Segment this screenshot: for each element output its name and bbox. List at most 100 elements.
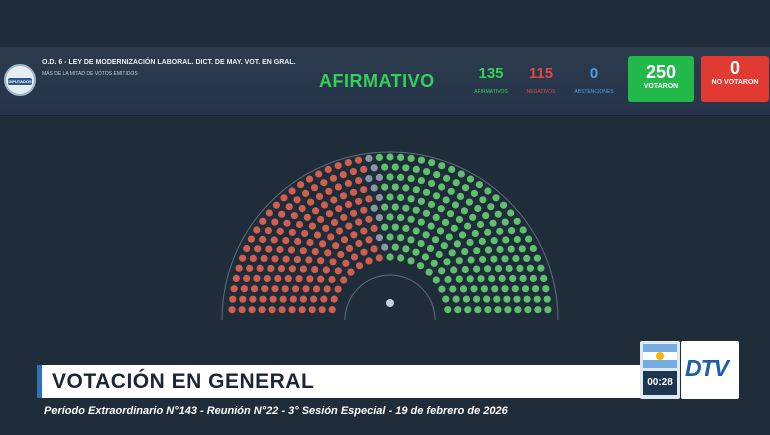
seat — [484, 265, 492, 273]
seat — [521, 285, 530, 293]
seat — [432, 276, 440, 284]
seat — [365, 257, 373, 265]
seat — [417, 239, 425, 248]
seat — [386, 233, 394, 241]
seat — [293, 196, 301, 204]
seat — [478, 237, 486, 245]
seat — [386, 173, 394, 181]
seat — [355, 239, 363, 248]
seat — [360, 248, 368, 256]
seat — [494, 210, 502, 218]
seat — [365, 195, 373, 203]
seat — [430, 259, 438, 267]
seat — [386, 213, 394, 221]
seat — [375, 214, 383, 222]
seat — [484, 246, 493, 254]
seat — [501, 255, 509, 263]
seat — [292, 285, 300, 293]
seat — [475, 181, 483, 189]
seat — [243, 274, 251, 282]
seat — [310, 295, 318, 303]
seat — [474, 306, 482, 314]
seat — [474, 204, 482, 213]
sun-icon — [656, 352, 664, 360]
session-info: Período Extraordinario N°143 - Reunión N… — [44, 405, 508, 417]
seat — [307, 198, 315, 206]
seat — [365, 236, 373, 244]
seat — [501, 218, 509, 226]
seat — [302, 285, 310, 293]
seat — [391, 183, 399, 191]
seat — [317, 257, 325, 265]
seat — [349, 188, 358, 196]
seat — [301, 229, 309, 238]
seat — [423, 168, 431, 176]
seat — [243, 244, 251, 253]
seat — [544, 306, 552, 314]
seat — [312, 207, 320, 215]
seat — [312, 285, 321, 293]
seat — [452, 295, 460, 303]
seat — [469, 213, 477, 221]
diputados-logo: DIPUTADOS — [4, 64, 36, 96]
seat — [473, 265, 481, 273]
seat — [282, 237, 290, 245]
seat — [280, 194, 288, 202]
seat — [320, 295, 328, 303]
seat — [249, 295, 257, 303]
seat — [381, 183, 389, 191]
seat — [270, 236, 278, 244]
seat — [540, 274, 548, 282]
seat — [294, 237, 302, 245]
seat — [253, 274, 261, 282]
seat — [327, 233, 335, 241]
seat — [513, 295, 521, 303]
seat — [437, 205, 445, 213]
seat — [328, 306, 336, 314]
seat — [315, 170, 323, 178]
seat — [288, 265, 296, 273]
seat — [519, 226, 527, 234]
seat — [267, 264, 275, 273]
seat — [334, 162, 342, 170]
seat — [349, 168, 357, 176]
seat — [340, 236, 349, 244]
seat — [444, 306, 452, 314]
seat — [317, 215, 325, 224]
seat — [496, 245, 504, 254]
seat — [350, 231, 358, 239]
seat — [435, 250, 443, 259]
seat — [391, 203, 399, 211]
seat — [407, 154, 415, 162]
seat — [432, 213, 440, 221]
seat — [446, 210, 455, 218]
seat — [306, 275, 314, 283]
seat — [433, 171, 441, 179]
lower-third-band: VOTACIÓN EN GENERAL — [37, 365, 641, 398]
seat — [284, 275, 292, 283]
seat — [470, 189, 478, 197]
motion-title: O.D. 6 - LEY DE MODERNIZACIÓN LABORAL. D… — [42, 59, 296, 66]
seat — [397, 234, 405, 242]
seat — [277, 265, 286, 273]
seat — [450, 224, 458, 232]
seat — [412, 165, 420, 173]
lower-third-title: VOTACIÓN EN GENERAL — [52, 370, 315, 393]
seat — [507, 209, 515, 217]
seat — [492, 194, 500, 202]
seat — [453, 240, 461, 248]
seat — [272, 201, 280, 209]
seat — [482, 212, 490, 220]
seat — [313, 231, 322, 239]
seat — [503, 295, 511, 303]
seat — [412, 248, 420, 256]
seat — [402, 245, 410, 253]
no-votaron-value: 0 — [729, 58, 740, 78]
seat — [308, 222, 316, 230]
seat — [259, 235, 267, 244]
logo-band — [8, 78, 32, 85]
seat — [438, 267, 446, 275]
seat — [466, 275, 474, 283]
seat — [299, 295, 307, 303]
seat — [459, 285, 468, 293]
